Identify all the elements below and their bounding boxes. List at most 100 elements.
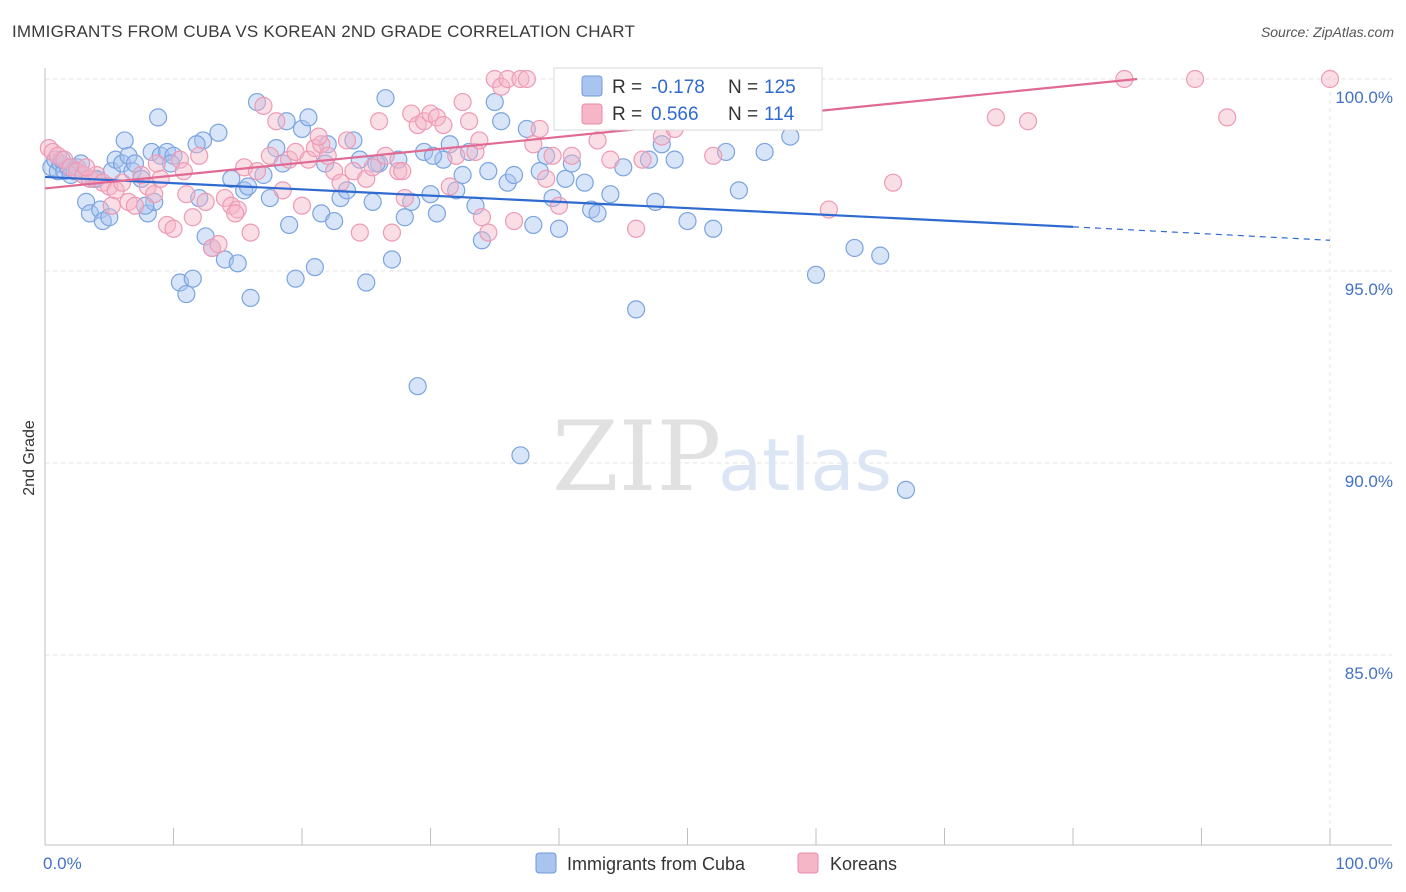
legend-r-label-cuba: R = xyxy=(612,77,642,98)
point-koreans-37 xyxy=(273,181,292,200)
point-cuba-67 xyxy=(395,208,414,227)
point-koreans-54 xyxy=(382,223,402,242)
point-cuba-61 xyxy=(357,273,376,292)
point-cuba-33 xyxy=(183,269,202,288)
y-tick-label-1: 95.0% xyxy=(1345,280,1393,299)
legend-n-value-koreans: 114 xyxy=(764,104,795,125)
point-koreans-47 xyxy=(337,131,357,150)
point-cuba-84 xyxy=(504,165,524,185)
source-label: Source: ZipAtlas.com xyxy=(1260,24,1394,40)
point-koreans-84 xyxy=(588,131,607,150)
point-cuba-10 xyxy=(77,192,96,211)
point-koreans-103 xyxy=(1320,69,1340,89)
point-cuba-19 xyxy=(115,131,134,150)
y-axis-label: 2nd Grade xyxy=(21,420,38,496)
point-koreans-88 xyxy=(633,150,652,169)
point-koreans-55 xyxy=(389,162,408,181)
point-koreans-52 xyxy=(370,112,389,131)
y-tick-labels: 100.0% 95.0% 90.0% 85.0% xyxy=(1335,88,1393,683)
point-koreans-73 xyxy=(504,211,524,231)
point-koreans-40 xyxy=(292,196,312,215)
point-cuba-32 xyxy=(177,284,196,304)
point-koreans-65 xyxy=(453,92,472,112)
point-cuba-103 xyxy=(665,150,684,169)
legend-r-value-koreans: 0.566 xyxy=(651,104,699,125)
point-koreans-62 xyxy=(434,115,453,135)
point-koreans-12 xyxy=(112,173,132,192)
axes xyxy=(44,68,1392,846)
trend-line-cuba xyxy=(44,175,1074,228)
point-koreans-51 xyxy=(363,158,382,177)
point-koreans-17 xyxy=(145,185,164,204)
point-koreans-49 xyxy=(350,223,369,242)
x-tick-label-1: 100.0% xyxy=(1335,854,1393,873)
point-cuba-121 xyxy=(277,112,296,131)
bottom-legend-label-koreans: Koreans xyxy=(830,854,897,874)
point-cuba-80 xyxy=(479,162,498,181)
point-cuba-43 xyxy=(241,288,260,307)
point-koreans-110 xyxy=(226,204,245,223)
point-cuba-113 xyxy=(896,480,916,499)
point-koreans-18 xyxy=(151,169,170,188)
legend-n-value-cuba: 125 xyxy=(764,77,796,98)
point-cuba-53 xyxy=(305,258,324,277)
point-koreans-104 xyxy=(986,108,1006,127)
point-koreans-87 xyxy=(626,219,646,238)
point-koreans-105 xyxy=(1018,112,1038,131)
point-koreans-102 xyxy=(1218,108,1237,127)
point-cuba-104 xyxy=(678,211,697,231)
point-koreans-23 xyxy=(183,208,202,227)
point-cuba-111 xyxy=(845,238,864,258)
point-cuba-22 xyxy=(125,154,145,173)
point-cuba-93 xyxy=(562,154,581,173)
point-cuba-62 xyxy=(363,192,382,211)
y-tick-label-0: 100.0% xyxy=(1335,88,1393,107)
point-koreans-106 xyxy=(77,158,96,177)
point-cuba-49 xyxy=(280,215,299,235)
point-koreans-27 xyxy=(209,235,228,254)
point-cuba-86 xyxy=(517,119,536,139)
point-cuba-64 xyxy=(376,89,395,108)
point-koreans-74 xyxy=(511,69,530,89)
legend-r-label-koreans: R = xyxy=(612,104,642,125)
legend-swatch-koreans xyxy=(581,103,603,125)
point-koreans-72 xyxy=(498,69,517,89)
point-koreans-50 xyxy=(357,169,376,188)
point-cuba-100 xyxy=(639,150,659,169)
point-koreans-85 xyxy=(601,150,620,169)
point-koreans-68 xyxy=(472,208,491,227)
point-koreans-69 xyxy=(479,223,498,242)
point-cuba-76 xyxy=(453,165,472,185)
bottom-legend-label-cuba: Immigrants from Cuba xyxy=(567,854,746,874)
point-cuba-69 xyxy=(408,377,427,396)
x-tick-label-0: 0.0% xyxy=(43,854,82,873)
legend-n-label-cuba: N = xyxy=(728,77,758,98)
bottom-legend: Immigrants from Cuba Koreans xyxy=(535,852,897,874)
point-cuba-65 xyxy=(382,250,402,269)
y-tick-label-2: 90.0% xyxy=(1345,472,1393,491)
point-cuba-89 xyxy=(537,146,556,165)
point-cuba-52 xyxy=(299,108,318,127)
watermark: ZIP atlas xyxy=(552,401,892,513)
point-koreans-107 xyxy=(102,196,121,215)
watermark-atlas: atlas xyxy=(718,423,892,507)
watermark-zip: ZIP xyxy=(552,401,721,513)
point-cuba-15 xyxy=(100,208,119,227)
point-cuba-99 xyxy=(626,300,646,319)
point-cuba-27 xyxy=(148,108,168,127)
chart-title: IMMIGRANTS FROM CUBA VS KOREAN 2ND GRADE… xyxy=(12,22,636,41)
point-koreans-79 xyxy=(543,146,562,165)
trend-lines xyxy=(44,77,1331,241)
point-cuba-51 xyxy=(292,119,312,139)
point-koreans-32 xyxy=(241,223,260,242)
point-cuba-107 xyxy=(729,181,749,200)
bottom-legend-swatch-cuba xyxy=(535,852,557,874)
point-koreans-25 xyxy=(196,192,215,211)
point-cuba-56 xyxy=(325,211,344,231)
legend-n-label-koreans: N = xyxy=(728,104,758,125)
point-koreans-66 xyxy=(459,112,479,131)
point-koreans-101 xyxy=(1185,69,1205,89)
point-koreans-34 xyxy=(254,96,273,115)
point-koreans-112 xyxy=(393,162,412,181)
